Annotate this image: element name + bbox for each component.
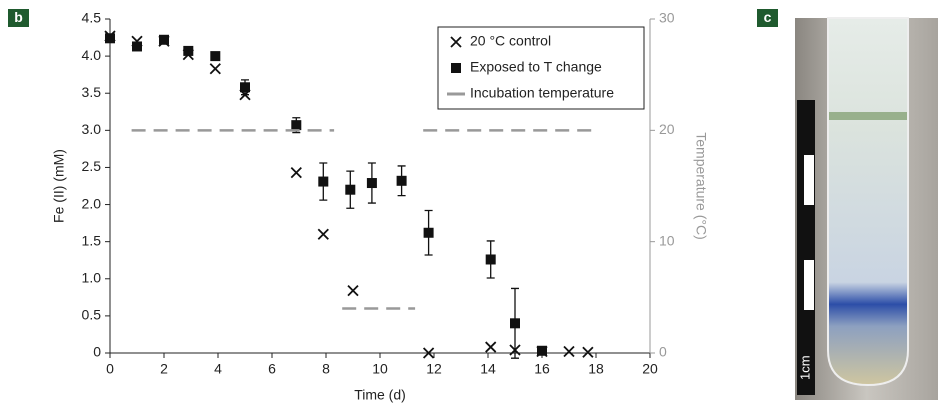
test-tube [827, 17, 909, 387]
legend-label: Exposed to T change [470, 59, 602, 75]
x-tick-label: 0 [106, 361, 114, 377]
x-tick-label: 8 [322, 361, 330, 377]
data-point [132, 41, 142, 52]
data-point [105, 33, 115, 44]
x-tick-label: 4 [214, 361, 222, 377]
legend-box [437, 26, 645, 110]
data-point [423, 227, 434, 238]
y-tick-label: 0.5 [82, 307, 102, 323]
data-point [318, 176, 329, 187]
x-tick-label: 6 [268, 361, 276, 377]
data-point [291, 120, 302, 131]
ruler [797, 100, 815, 395]
x-axis-label: Time (d) [354, 387, 406, 403]
data-point [537, 345, 547, 356]
panel-badge [8, 9, 29, 27]
data-point [209, 63, 221, 75]
x-tick-label: 18 [588, 361, 604, 377]
y-tick-label: 4.5 [82, 10, 102, 26]
legend-marker [450, 36, 462, 48]
ruler-segment [804, 155, 814, 205]
photo: 1cm [795, 17, 938, 400]
temperature-line [131, 129, 596, 310]
legend-marker [451, 63, 461, 73]
data-point [366, 178, 377, 189]
data-point [210, 51, 221, 62]
data-point [485, 254, 496, 265]
x-tick-label: 16 [534, 361, 550, 377]
y-axis-label: Fe (II) (mM) [51, 149, 67, 223]
legend-label: Incubation temperature [470, 85, 614, 101]
data-point [510, 318, 520, 329]
data-point [317, 228, 329, 240]
data-point [183, 45, 194, 56]
legend-label: 20 °C control [470, 33, 551, 49]
data-point [345, 184, 356, 195]
x-tick-label: 2 [160, 361, 168, 377]
y-tick-label: 1.5 [82, 232, 102, 248]
y-tick-label: 2.5 [82, 158, 102, 174]
y2-tick-label: 10 [659, 232, 675, 248]
panel-label: b [14, 9, 23, 25]
data-point [290, 167, 302, 179]
panel-badge [757, 9, 778, 27]
y-tick-label: 1.0 [82, 269, 102, 285]
scale-label: 1cm [797, 355, 812, 380]
y-tick-label: 3.0 [82, 121, 102, 137]
x-tick-label: 12 [426, 361, 442, 377]
panel-label: c [764, 9, 772, 25]
data-point [485, 341, 497, 353]
y2-tick-label: 0 [659, 344, 667, 360]
data-point [396, 175, 407, 186]
y-tick-label: 3.5 [82, 84, 102, 100]
y-tick-label: 4.0 [82, 47, 102, 63]
data-point [159, 34, 169, 45]
y2-tick-label: 30 [659, 10, 675, 26]
y2-tick-label: 20 [659, 121, 675, 137]
ruler-segment [804, 260, 814, 310]
data-point [347, 285, 359, 297]
data-point [422, 347, 435, 359]
x-tick-label: 14 [480, 361, 496, 377]
data-point [582, 346, 594, 358]
y-tick-label: 2.0 [82, 195, 102, 211]
data-point [240, 82, 250, 93]
x-tick-label: 20 [642, 361, 658, 377]
y2-axis-label: Temperature (°C) [693, 132, 709, 240]
x-tick-label: 10 [372, 361, 388, 377]
y-tick-label: 0 [93, 344, 101, 360]
data-point [563, 345, 575, 358]
liquid-surface [829, 112, 907, 120]
